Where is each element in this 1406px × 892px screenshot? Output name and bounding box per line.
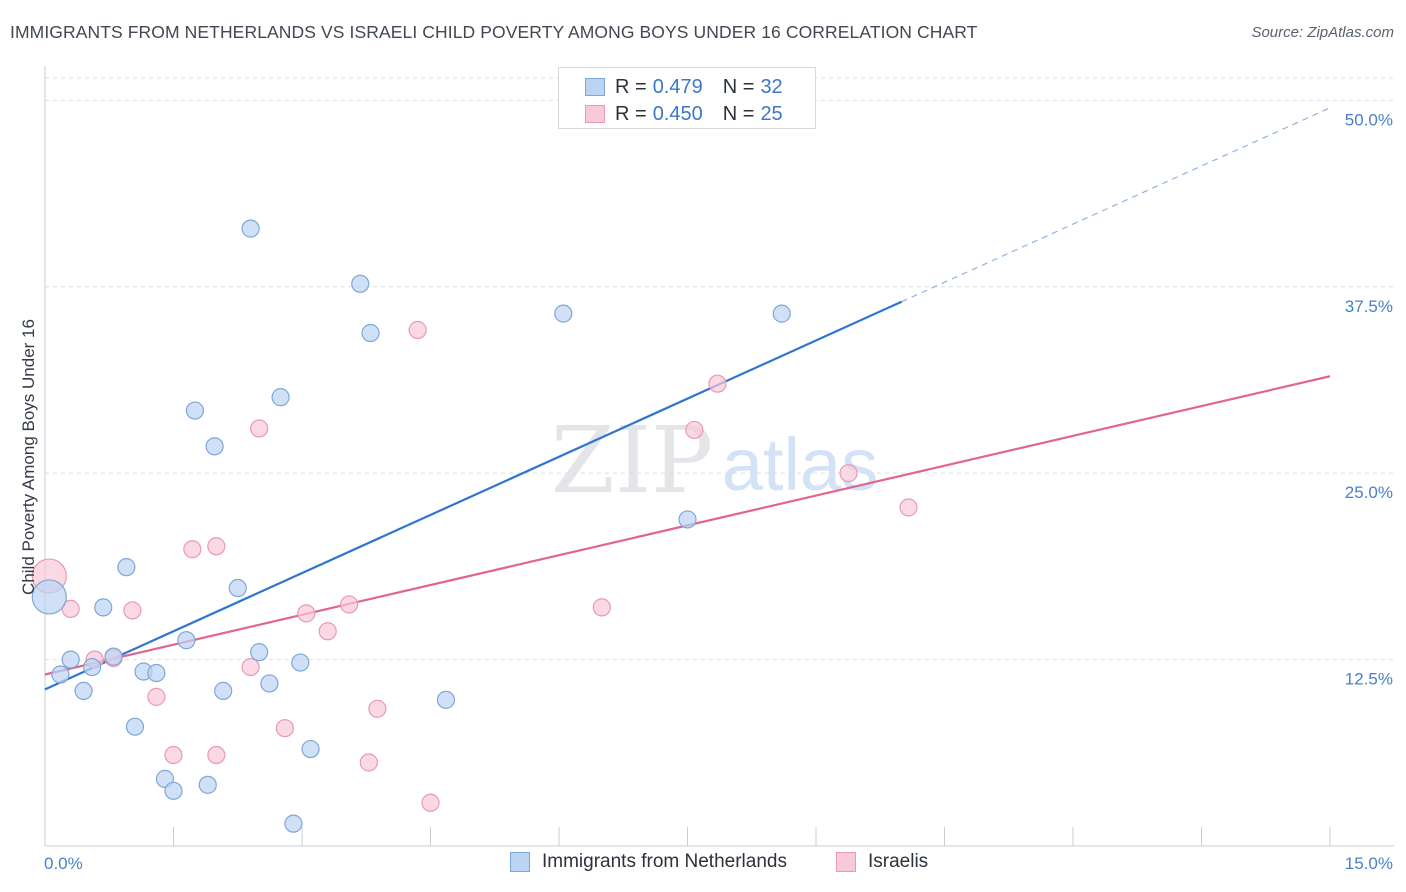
point-netherlands [205,437,224,456]
y-axis-label: Child Poverty Among Boys Under 16 [19,319,38,595]
point-netherlands [198,775,217,794]
legend-n-value: 25 [760,102,783,125]
point-netherlands [228,578,247,598]
legend-n-label: N = [722,102,755,125]
point-israelis [839,464,858,483]
point-israelis [368,699,387,718]
bottom-legend-swatch-blue [510,852,530,872]
point-netherlands [147,663,166,683]
bottom-legend-label-netherlands: Immigrants from Netherlands [542,851,787,872]
point-israelis [207,745,226,765]
point-netherlands [271,388,290,407]
point-netherlands [94,598,113,617]
legend-r-value: 0.479 [652,75,703,98]
point-netherlands [61,650,80,669]
point-israelis [250,419,269,438]
point-israelis [318,622,337,641]
point-netherlands [241,219,260,238]
point-israelis [147,687,166,706]
point-israelis [421,793,440,812]
legend-row-israelis: R = 0.450 N = 25 [585,102,783,126]
legend-swatch-pink [585,105,605,123]
x-tick-min: 0.0% [44,854,83,873]
point-netherlands [83,657,102,677]
point-netherlands [772,304,791,323]
point-israelis [685,420,704,440]
bottom-legend-swatch-pink [836,852,856,872]
point-netherlands [104,647,123,666]
watermark-atlas: atlas [722,423,878,506]
point-netherlands [361,323,380,343]
point-israelis [207,537,226,556]
axis-labels: Child Poverty Among Boys Under 16 0.0% 1… [19,319,1393,873]
point-israelis [899,498,918,517]
x-tick-max: 15.0% [1345,854,1393,873]
point-israelis [408,320,427,340]
point-israelis [592,598,611,617]
point-netherlands [214,681,233,701]
bottom-legend-netherlands: Immigrants from Netherlands [510,851,787,873]
legend-row-netherlands: R = 0.479 N = 32 [585,75,783,99]
point-netherlands [351,274,370,293]
y-tick-label: 25.0% [1345,483,1393,502]
legend-r-label: R = [615,102,647,125]
axes [44,66,1394,847]
point-netherlands [436,690,456,709]
grid-lines: 12.5% 25.0% 37.5% 50.0% [45,77,1394,689]
point-israelis [164,745,183,765]
point-netherlands [291,653,310,672]
watermark: ZIP atlas [551,407,878,514]
correlation-legend: R = 0.479 N = 32 R = 0.450 N = 25 [558,67,816,129]
bottom-legend-israelis: Israelis [836,851,928,873]
point-netherlands [260,674,279,693]
y-tick-label: 12.5% [1345,670,1393,689]
point-netherlands [51,665,70,684]
point-israelis [241,657,260,677]
legend-n-label: N = [722,75,755,98]
trend-lines [44,107,1331,691]
legend-swatch-blue [585,78,605,96]
legend-r-label: R = [615,75,647,98]
point-netherlands [31,579,67,615]
legend-r-value: 0.450 [652,102,703,125]
point-netherlands [250,643,269,662]
point-netherlands [284,814,303,833]
y-tick-label: 50.0% [1345,110,1393,129]
point-israelis [183,540,202,559]
point-netherlands [74,681,93,701]
point-netherlands [678,510,697,529]
y-tick-label: 37.5% [1345,297,1393,316]
trend-line-netherlands [44,300,903,691]
point-netherlands [185,401,205,420]
point-israelis [359,753,378,772]
data-points [31,219,918,833]
source-credit: Source: ZipAtlas.com [1251,24,1394,41]
point-netherlands [117,558,136,577]
bottom-legend-label-israelis: Israelis [868,851,929,872]
point-israelis [275,719,294,738]
trend-line-extension-netherlands [901,107,1331,303]
point-netherlands [554,304,573,323]
point-netherlands [125,717,145,736]
point-netherlands [164,781,183,800]
chart-title: IMMIGRANTS FROM NETHERLANDS VS ISRAELI C… [10,22,978,42]
point-israelis [123,601,142,620]
point-israelis [297,604,316,623]
point-israelis [708,374,727,393]
point-netherlands [177,631,196,650]
point-israelis [340,595,359,614]
legend-n-value: 32 [760,75,783,98]
point-netherlands [301,739,320,759]
